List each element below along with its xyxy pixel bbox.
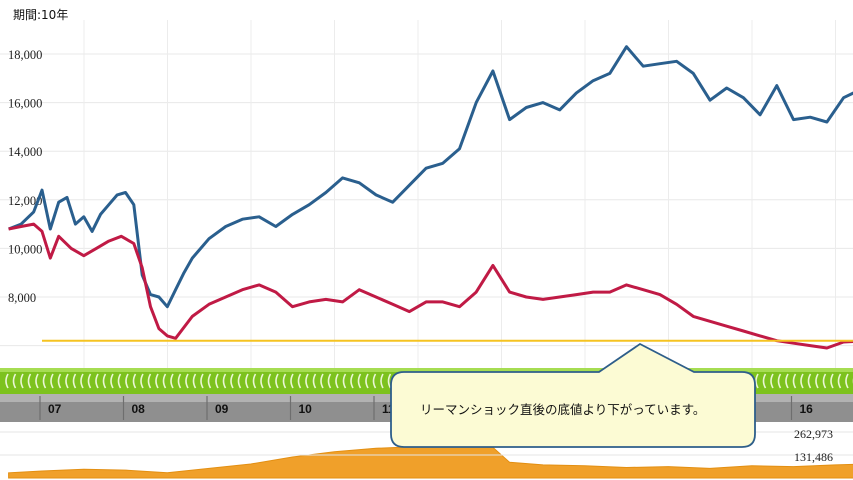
scrollbar-chevron xyxy=(140,373,144,389)
scrollbar-chevron xyxy=(327,373,332,389)
scrollbar-chevron xyxy=(387,373,392,389)
scrollbar-chevron xyxy=(185,373,189,389)
y-tick-label: 18,000 xyxy=(8,48,42,62)
scrollbar-chevron xyxy=(230,373,234,389)
scrollbar-chevron xyxy=(237,373,242,389)
scrollbar-chevron xyxy=(27,373,32,389)
scrollbar-chevron xyxy=(770,373,774,389)
scrollbar-chevron xyxy=(207,373,212,389)
scrollbar-chevron xyxy=(132,373,137,389)
x-tick-label: 07 xyxy=(48,402,62,416)
scrollbar-chevron xyxy=(20,373,24,389)
grid xyxy=(0,20,853,368)
scrollbar-chevron xyxy=(312,373,317,389)
scrollbar-chevron xyxy=(192,373,197,389)
scrollbar-chevron xyxy=(215,373,219,389)
scrollbar-chevron xyxy=(305,373,309,389)
scrollbar-chevron xyxy=(95,373,99,389)
scrollbar-chevron xyxy=(80,373,84,389)
scrollbar-chevron xyxy=(815,373,819,389)
scrollbar-chevron xyxy=(275,373,279,389)
scrollbar-chevron xyxy=(792,373,797,389)
scrollbar-chevron xyxy=(365,373,369,389)
scrollbar-chevron xyxy=(372,373,377,389)
scrollbar-chevron xyxy=(12,373,17,389)
scrollbar-chevron xyxy=(260,373,264,389)
scrollbar-chevron xyxy=(147,373,152,389)
scrollbar-chevron xyxy=(350,373,354,389)
x-tick-label: 08 xyxy=(132,402,146,416)
series-line-1 xyxy=(8,222,853,350)
scrollbar-chevron xyxy=(785,373,789,389)
scrollbar-chevron xyxy=(117,373,122,389)
y-tick-label: 8,000 xyxy=(8,291,36,305)
volume-tick-label: 131,486 xyxy=(794,450,833,464)
scrollbar-chevron xyxy=(72,373,77,389)
volume-chart xyxy=(8,446,853,479)
scrollbar-chevron xyxy=(102,373,107,389)
scrollbar-chevron xyxy=(200,373,204,389)
scrollbar-chevron xyxy=(170,373,174,389)
callout-shape xyxy=(390,342,756,448)
scrollbar-chevron xyxy=(35,373,39,389)
scrollbar-chevron xyxy=(65,373,69,389)
scrollbar-chevron xyxy=(357,373,362,389)
scrollbar-chevron xyxy=(320,373,324,389)
scrollbar-chevron xyxy=(282,373,287,389)
price-lines xyxy=(8,45,853,350)
scrollbar-chevron xyxy=(342,373,347,389)
scrollbar-chevron xyxy=(267,373,272,389)
scrollbar-chevron xyxy=(335,373,339,389)
volume-tick-label: 262,973 xyxy=(794,427,833,441)
x-tick-label: 10 xyxy=(299,402,313,416)
series-line-0 xyxy=(8,45,853,309)
x-tick-label: 16 xyxy=(800,402,814,416)
scrollbar-chevron xyxy=(222,373,227,389)
scrollbar-chevron xyxy=(57,373,62,389)
callout-box: リーマンショック直後の底値より下がっています。 xyxy=(390,342,756,448)
scrollbar-chevron xyxy=(297,373,302,389)
scrollbar-chevron xyxy=(42,373,47,389)
scrollbar-chevron xyxy=(87,373,92,389)
scrollbar-chevron xyxy=(125,373,129,389)
y-axis: 8,000 10,000 12,000 14,000 16,000 18,000 xyxy=(8,48,42,305)
scrollbar-chevron xyxy=(822,373,827,389)
scrollbar-chevron xyxy=(380,373,384,389)
scrollbar-chevron xyxy=(830,373,834,389)
scrollbar-chevron xyxy=(777,373,782,389)
scrollbar-chevron xyxy=(177,373,182,389)
y-tick-label: 10,000 xyxy=(8,242,42,256)
scrollbar-chevron xyxy=(162,373,167,389)
scrollbar-chevron xyxy=(245,373,249,389)
scrollbar-chevron xyxy=(762,373,767,389)
scrollbar-chevron xyxy=(845,373,849,389)
scrollbar-highlight xyxy=(0,368,853,372)
scrollbar-chevron xyxy=(110,373,114,389)
scrollbar-chevron xyxy=(5,373,9,389)
scrollbar-chevron xyxy=(290,373,294,389)
x-tick-label: 09 xyxy=(215,402,229,416)
y-tick-label: 16,000 xyxy=(8,97,42,111)
scrollbar-chevron xyxy=(800,373,804,389)
scrollbar-chevron xyxy=(50,373,54,389)
scrollbar-chevron xyxy=(755,373,759,389)
scrollbar-chevron xyxy=(807,373,812,389)
period-label: 期間:10年 xyxy=(13,8,69,22)
scrollbar-chevron xyxy=(837,373,842,389)
y-tick-label: 12,000 xyxy=(8,194,42,208)
scrollbar-chevron xyxy=(155,373,159,389)
volume-area xyxy=(8,446,853,479)
callout-text: リーマンショック直後の底値より下がっています。 xyxy=(420,402,705,417)
y-tick-label: 14,000 xyxy=(8,145,42,159)
scrollbar-chevron xyxy=(252,373,257,389)
